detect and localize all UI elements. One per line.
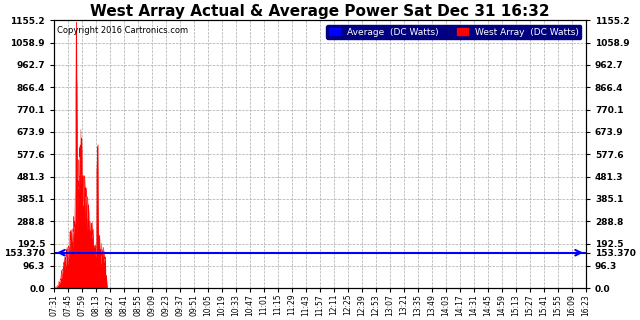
Title: West Array Actual & Average Power Sat Dec 31 16:32: West Array Actual & Average Power Sat De… bbox=[90, 4, 550, 19]
Text: Copyright 2016 Cartronics.com: Copyright 2016 Cartronics.com bbox=[57, 26, 188, 35]
Legend: Average  (DC Watts), West Array  (DC Watts): Average (DC Watts), West Array (DC Watts… bbox=[326, 25, 581, 39]
